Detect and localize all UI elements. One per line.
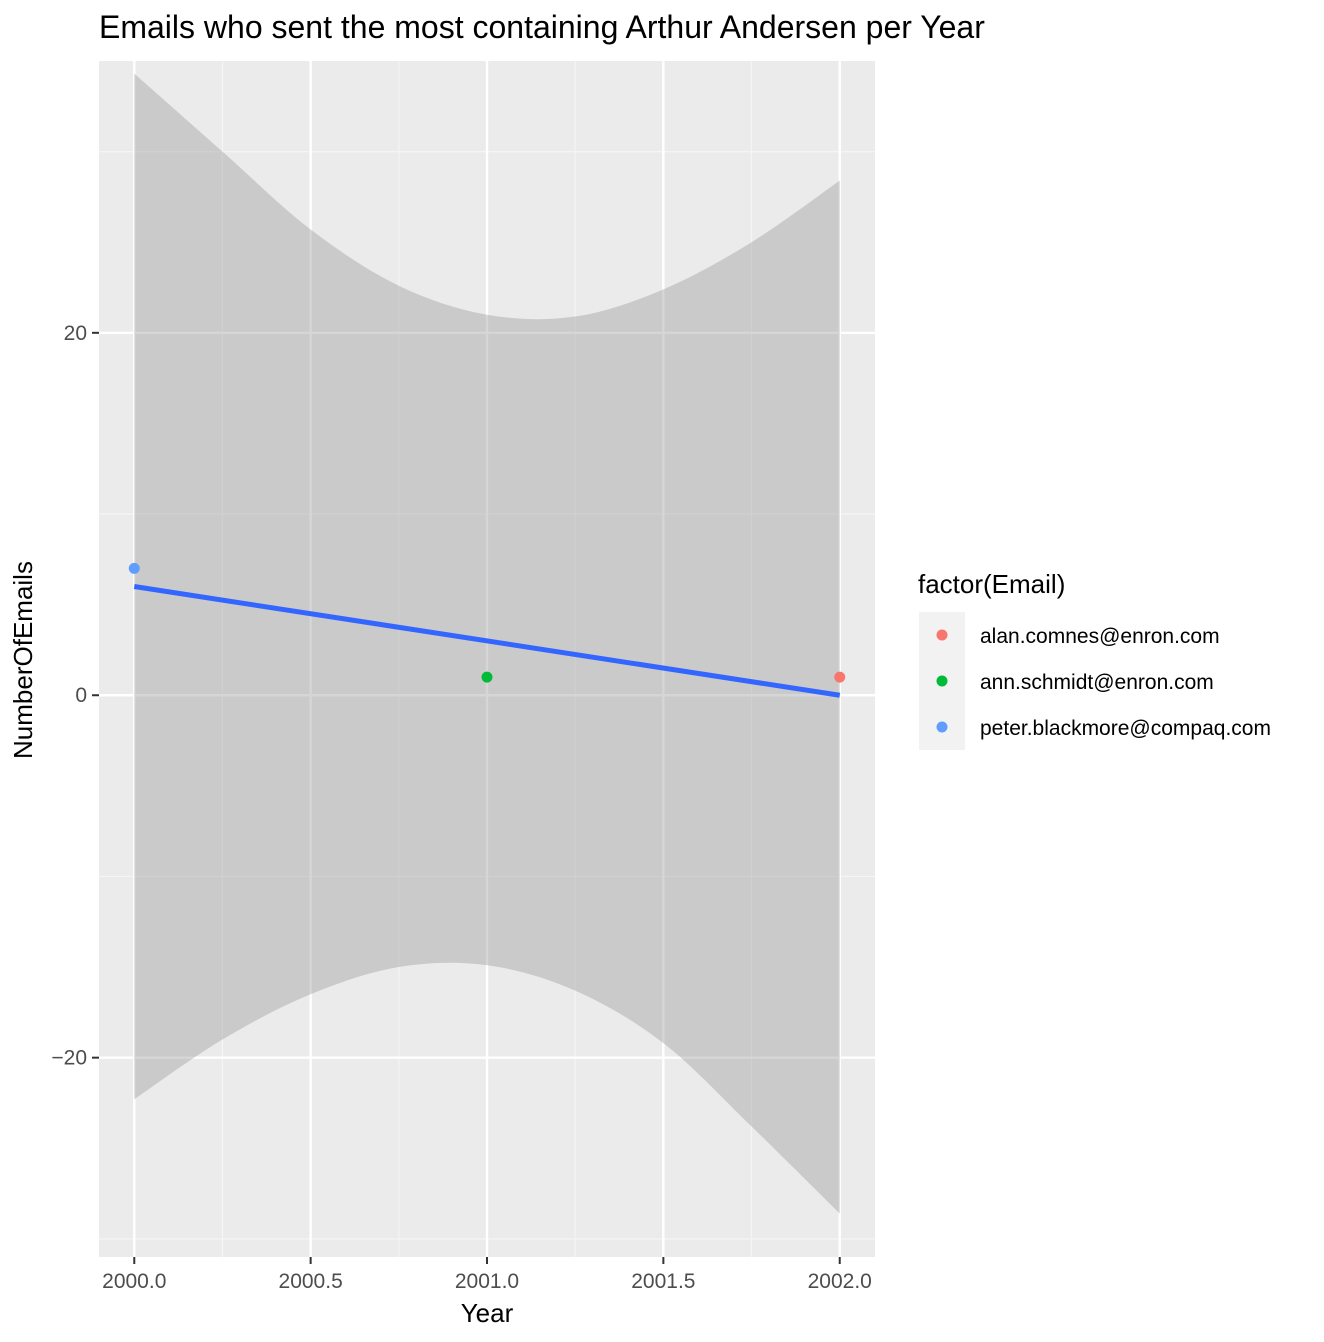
y-tick-label: 0	[75, 684, 87, 707]
y-axis: −20 0 20	[51, 322, 99, 1070]
x-tick-label: 2001.5	[631, 1270, 695, 1293]
legend-swatch	[936, 721, 948, 733]
data-points	[128, 562, 846, 683]
y-tick-label: −20	[51, 1047, 87, 1070]
legend-swatch	[936, 629, 948, 641]
x-tick-label: 2000.0	[102, 1270, 166, 1293]
confidence-band	[134, 73, 840, 1214]
data-point	[128, 562, 140, 574]
x-axis: 2000.0 2000.5 2001.0 2001.5 2002.0	[102, 1257, 872, 1293]
data-point	[481, 671, 493, 683]
legend-title: factor(Email)	[918, 569, 1065, 599]
y-tick-label: 20	[64, 322, 87, 345]
x-tick-label: 2000.5	[279, 1270, 343, 1293]
chart-title: Emails who sent the most containing Arth…	[99, 9, 985, 45]
trend-line	[133, 584, 841, 698]
major-gridlines	[99, 61, 875, 1257]
x-tick-label: 2002.0	[808, 1270, 872, 1293]
legend-label: alan.comnes@enron.com	[980, 625, 1220, 648]
legend: factor(Email) alan.comnes@enron.com ann.s…	[918, 569, 1271, 750]
legend-swatch	[936, 675, 948, 687]
y-axis-title: NumberOfEmails	[8, 561, 38, 759]
legend-label: peter.blackmore@compaq.com	[980, 717, 1271, 740]
data-point	[834, 671, 846, 683]
x-axis-title: Year	[461, 1298, 514, 1328]
legend-label: ann.schmidt@enron.com	[980, 671, 1214, 694]
x-tick-label: 2001.0	[455, 1270, 519, 1293]
